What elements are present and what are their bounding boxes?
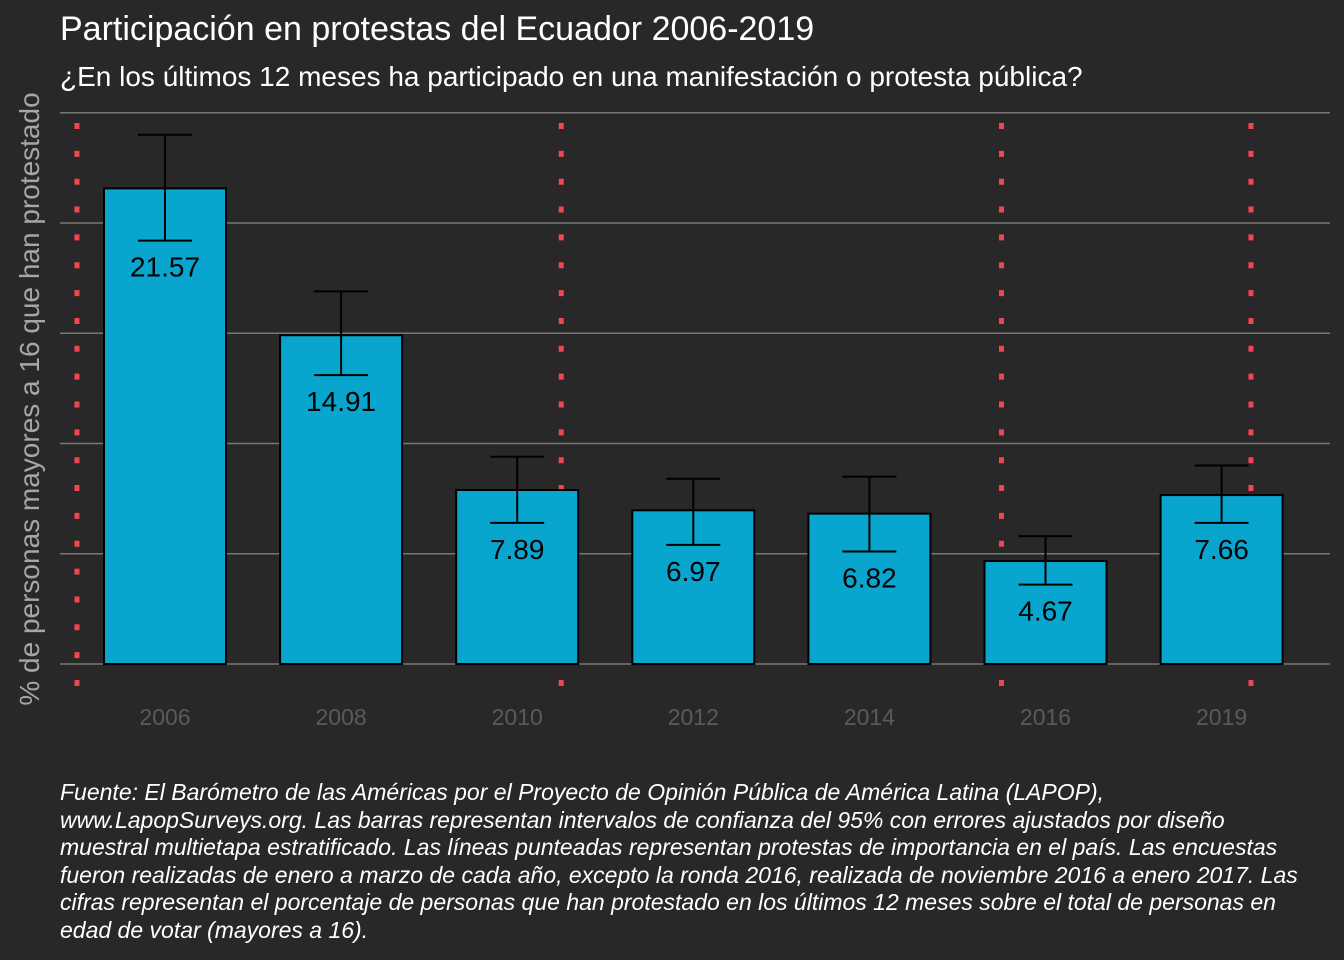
error-bar [1018, 535, 1073, 586]
x-tick-label: 2006 [139, 704, 190, 730]
value-label: 7.89 [490, 534, 545, 565]
chart-subtitle: ¿En los últimos 12 meses ha participado … [60, 61, 1083, 92]
value-label: 4.67 [1018, 596, 1073, 627]
value-labels: 21.57 14.91 7.89 6.97 6.82 4.67 7.66 [130, 252, 1249, 627]
error-bar [138, 133, 192, 242]
source-caption: Fuente: El Barómetro de las Américas por… [60, 779, 1298, 943]
x-tick-label: 2010 [492, 704, 543, 730]
x-tick-label: 2016 [1020, 704, 1071, 730]
error-bar [842, 475, 897, 553]
value-label: 14.91 [306, 386, 376, 417]
value-label: 6.97 [666, 556, 721, 587]
chart-title: Participación en protestas del Ecuador 2… [60, 10, 815, 48]
bars [103, 187, 1284, 666]
error-bars [138, 133, 1249, 586]
error-bar [314, 290, 369, 377]
x-tick-label: 2012 [668, 704, 719, 730]
x-tick-label: 2014 [844, 704, 895, 730]
value-label: 6.82 [842, 563, 897, 594]
error-bar [1194, 464, 1249, 524]
bar [279, 334, 404, 665]
value-label: 21.57 [130, 252, 200, 283]
bar [103, 187, 227, 665]
error-bar [666, 477, 721, 546]
value-label: 7.66 [1194, 534, 1249, 565]
x-tick-label: 2019 [1196, 704, 1247, 730]
x-tick-labels: 2006 2008 2010 2012 2014 2016 2019 [139, 704, 1247, 730]
x-tick-label: 2008 [316, 704, 367, 730]
error-bar [490, 455, 545, 524]
